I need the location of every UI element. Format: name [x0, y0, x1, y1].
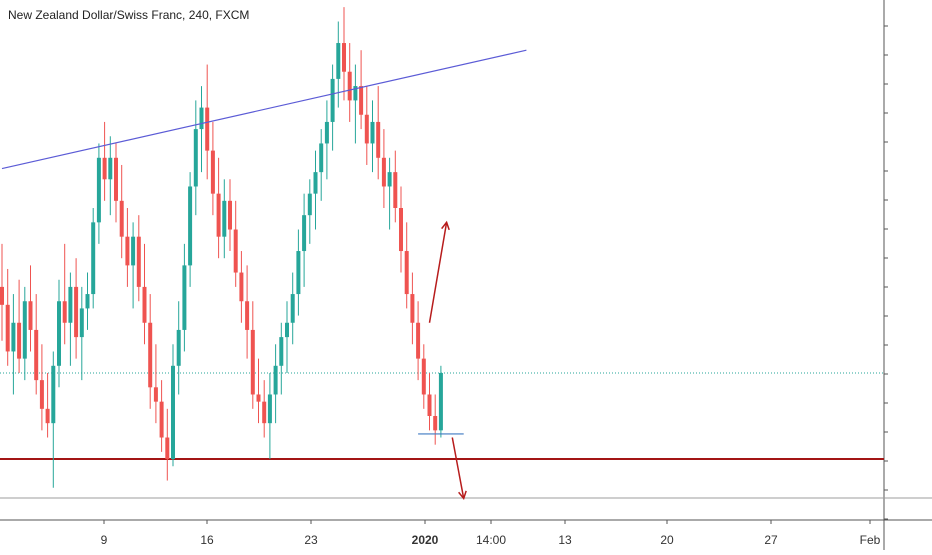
x-tick-label: 14:00 — [476, 533, 506, 547]
candle-body — [51, 365, 56, 424]
candle-body — [171, 365, 175, 460]
candle-body — [387, 172, 392, 187]
candle-body — [421, 358, 426, 395]
candle-body — [381, 157, 386, 187]
candle-body — [108, 157, 113, 180]
candle-body — [376, 121, 381, 158]
arrow-down-head — [458, 490, 467, 501]
candle-body — [239, 272, 244, 302]
candle-body — [57, 301, 61, 366]
candle-body — [0, 286, 4, 305]
candle-body — [290, 294, 295, 323]
candle-body — [17, 322, 22, 359]
x-tick-label: 16 — [200, 533, 214, 547]
x-tick-label: Feb — [860, 533, 881, 547]
candle-body — [222, 200, 227, 237]
candle-body — [245, 301, 250, 330]
candle-body — [416, 322, 421, 359]
candle-body — [85, 294, 90, 309]
candle-body — [347, 71, 352, 101]
candle-body — [359, 86, 364, 115]
chart-title: New Zealand Dollar/Swiss Franc, 240, FXC… — [8, 8, 250, 22]
candle-body — [342, 43, 346, 72]
x-tick-label: 27 — [764, 533, 778, 547]
candle-body — [205, 107, 210, 151]
candle-body — [102, 157, 107, 180]
candle-body — [296, 251, 301, 295]
candle-body — [302, 215, 307, 252]
x-tick-label: 20 — [660, 533, 674, 547]
candle-body — [5, 304, 10, 352]
x-tick-label: 9 — [101, 533, 108, 547]
candle-body — [148, 322, 153, 388]
candle-body — [210, 150, 215, 194]
candle-body — [216, 193, 221, 237]
candle-body — [131, 236, 136, 266]
candle-body — [188, 186, 193, 266]
candle-body — [427, 394, 432, 416]
candle-body — [262, 401, 267, 424]
candle-body — [353, 86, 358, 101]
candle-body — [313, 172, 318, 194]
candle-body — [330, 78, 335, 122]
candle-body — [176, 329, 181, 366]
candle-body — [22, 301, 27, 359]
arrow-down — [451, 437, 465, 499]
candle-body — [39, 380, 44, 409]
candle-body — [68, 286, 73, 323]
candle-body — [279, 337, 284, 366]
candle-body — [74, 286, 79, 338]
candle-body — [62, 301, 67, 323]
candle-body — [399, 208, 403, 252]
candle-body — [165, 437, 170, 460]
candle-body — [250, 329, 255, 395]
trendline — [1, 49, 527, 170]
candle-body — [28, 301, 33, 330]
candle-body — [410, 294, 415, 323]
candle-body — [199, 107, 204, 130]
candle-body — [119, 200, 124, 237]
candle-body — [34, 329, 39, 381]
candle-body — [336, 43, 341, 79]
candle-body — [125, 236, 130, 266]
candle-body — [11, 322, 16, 352]
candle-body — [438, 372, 443, 431]
arrow-up — [428, 222, 448, 323]
candle-body — [370, 121, 375, 144]
candle-body — [285, 322, 289, 338]
candle-body — [273, 365, 278, 395]
candle-body — [307, 193, 312, 216]
arrow-up-head — [441, 220, 450, 231]
candle-body — [79, 308, 84, 338]
candle-body — [96, 157, 101, 223]
candle-body — [233, 229, 238, 273]
candle-body — [142, 286, 147, 323]
x-tick-label: 2020 — [412, 533, 439, 547]
candle-body — [364, 114, 369, 144]
candle-body — [267, 394, 272, 424]
candle-body — [319, 143, 324, 173]
candle-body — [228, 200, 232, 230]
candle-body — [159, 401, 164, 438]
candle-body — [91, 222, 96, 295]
x-tick-label: 13 — [558, 533, 572, 547]
candle-body — [404, 251, 409, 295]
candle-body — [45, 408, 50, 424]
candle-body — [114, 157, 118, 201]
candle-body — [193, 129, 198, 187]
candle-body — [324, 121, 329, 144]
candle-body — [393, 172, 398, 208]
candle-body — [136, 236, 141, 287]
candle-body — [182, 265, 187, 330]
candle-body — [433, 416, 438, 431]
candle-body — [153, 387, 158, 402]
x-tick-label: 23 — [304, 533, 318, 547]
candle-body — [256, 394, 261, 402]
